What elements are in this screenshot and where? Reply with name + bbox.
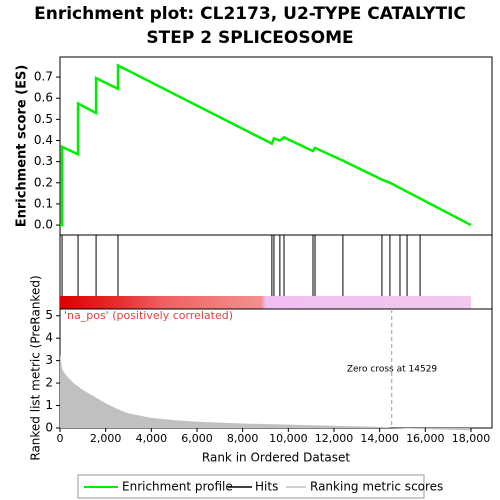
x-tick-label: 18,000 — [452, 432, 491, 445]
annotation: Zero cross at 14529 — [347, 365, 438, 375]
x-tick-label: 4,000 — [136, 432, 168, 445]
es-panel — [59, 56, 493, 236]
x-tick-label: 8,000 — [227, 432, 259, 445]
y-tick-label: 0.2 — [34, 175, 53, 189]
y-axis-title: Ranked list metric (PreRanked) — [29, 275, 43, 460]
x-tick-label: 6,000 — [181, 432, 213, 445]
x-axis-title: Rank in Ordered Dataset — [202, 451, 350, 465]
y-tick-label: 0 — [45, 421, 53, 435]
title-box: Enrichment plot: CL2173, U2-TYPE CATALYT… — [0, 2, 500, 50]
legend-label: Hits — [255, 480, 278, 494]
x-tick-label: 2,000 — [90, 432, 122, 445]
y-tick-label: 0.5 — [34, 112, 53, 126]
x-tick-label: 16,000 — [406, 432, 445, 445]
chart-title: Enrichment plot: CL2173, U2-TYPE CATALYT… — [34, 4, 466, 48]
es-line — [60, 63, 472, 227]
x-tick-label: 10,000 — [269, 432, 308, 445]
legend-label: Enrichment profile — [122, 480, 233, 494]
y-tick-label: 0.3 — [34, 154, 53, 168]
annotation: 'na_pos' (positively correlated) — [64, 309, 233, 322]
y-tick-label: 1 — [45, 398, 53, 412]
y-tick-label: 5 — [45, 308, 53, 322]
y-tick-label: 0.1 — [34, 196, 53, 210]
x-tick-label: 0 — [57, 432, 64, 445]
y-tick-label: 0.4 — [34, 133, 53, 147]
metric-area — [60, 353, 471, 431]
color-bar — [60, 296, 471, 309]
y-axis-title: Enrichment score (ES) — [15, 65, 30, 228]
y-tick-label: 0.6 — [34, 91, 53, 105]
y-tick-label: 0.0 — [34, 218, 53, 232]
y-tick-label: 2 — [45, 376, 53, 390]
y-tick-label: 4 — [45, 331, 53, 345]
legend-label: Ranking metric scores — [310, 480, 443, 494]
metric-panel — [59, 308, 493, 429]
x-tick-label: 14,000 — [360, 432, 399, 445]
y-tick-label: 0.7 — [34, 70, 53, 84]
y-tick-label: 3 — [45, 353, 53, 367]
x-tick-label: 12,000 — [315, 432, 354, 445]
